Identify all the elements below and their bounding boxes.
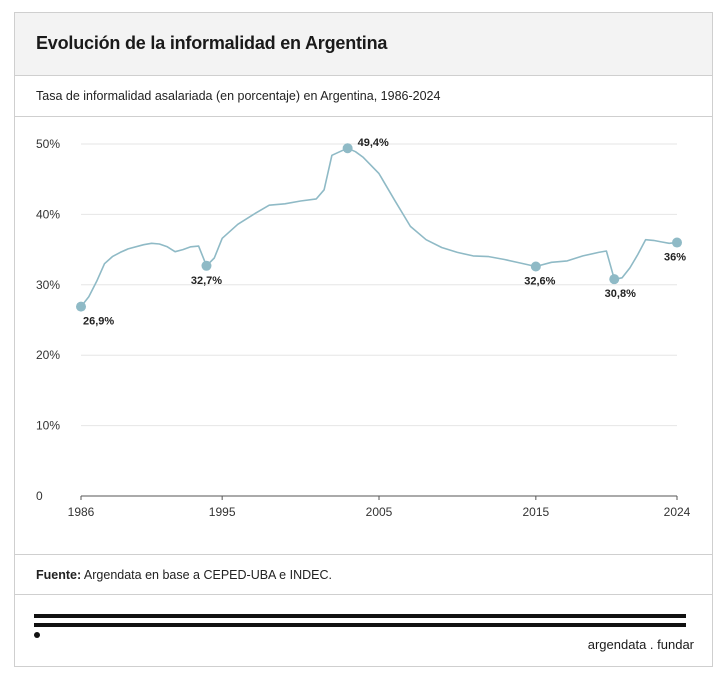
line-chart: 0 10% 20% 30% 40% 50% 1986 1995 2005 2015 2024 26… <box>36 137 691 519</box>
data-point <box>609 274 620 285</box>
chart-subtitle: Tasa de informalidad asalariada (en porc… <box>36 89 441 103</box>
data-label: 26,9% <box>83 316 114 328</box>
x-axis: 1986 1995 2005 2015 2024 <box>68 495 691 519</box>
data-label: 32,7% <box>191 275 222 287</box>
data-point <box>530 261 541 272</box>
data-label: 36% <box>664 252 686 264</box>
source-label: Fuente: <box>36 568 82 582</box>
series-line-informalidad <box>80 147 678 308</box>
source-bar: Fuente: Argendata en base a CEPED-UBA e … <box>15 554 712 595</box>
y-tick-label: 20% <box>36 348 60 362</box>
y-tick-label: 50% <box>36 137 60 151</box>
x-tick-label: 1995 <box>209 505 236 519</box>
data-label: 49,4% <box>358 137 389 149</box>
data-point <box>672 237 682 248</box>
y-axis: 0 10% 20% 30% 40% 50% <box>36 137 60 503</box>
data-label: 32,6% <box>524 275 555 287</box>
y-tick-label: 0 <box>36 489 43 503</box>
data-point <box>76 301 86 312</box>
subtitle-bar: Tasa de informalidad asalariada (en porc… <box>15 76 712 117</box>
brand-logo-text: argendata . fundar <box>587 637 694 652</box>
y-tick-label: 30% <box>36 278 60 292</box>
footer-rule-top <box>34 614 686 618</box>
x-tick-label: 2024 <box>664 505 691 519</box>
y-tick-label: 10% <box>36 419 60 433</box>
source-note: Fuente: Argendata en base a CEPED-UBA e … <box>36 568 332 582</box>
footer-rule-bottom <box>34 623 686 627</box>
footer-dot <box>34 632 40 638</box>
grid-lines <box>81 143 677 427</box>
x-tick-label: 1986 <box>68 505 95 519</box>
title-bar: Evolución de la informalidad en Argentin… <box>15 13 712 76</box>
chart-card: Evolución de la informalidad en Argentin… <box>14 12 713 667</box>
source-text: Argendata en base a CEPED-UBA e INDEC. <box>81 568 332 582</box>
data-point <box>342 143 353 154</box>
highlighted-points: 26,9% 32,7% 49,4% 32,6% 30,8% 36% <box>76 137 686 328</box>
data-point <box>201 260 212 271</box>
chart-title: Evolución de la informalidad en Argentin… <box>36 33 388 53</box>
y-tick-label: 40% <box>36 207 60 221</box>
data-label: 30,8% <box>605 288 636 300</box>
x-tick-label: 2015 <box>522 505 549 519</box>
x-tick-label: 2005 <box>366 505 393 519</box>
